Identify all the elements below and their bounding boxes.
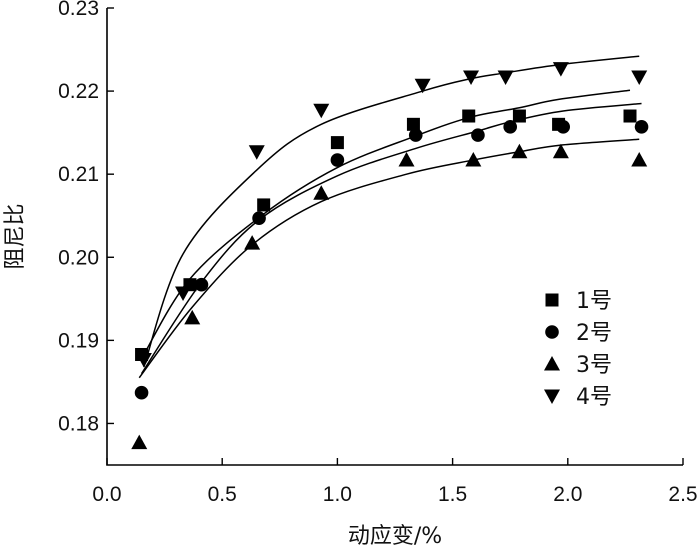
legend-label: 4号 — [576, 385, 612, 410]
y-tick-label: 0.20 — [58, 246, 99, 269]
data-markers — [131, 62, 649, 450]
data-point-series-4 — [463, 70, 480, 85]
x-tick-label: 2.5 — [668, 483, 697, 506]
data-point-series-3 — [465, 152, 482, 167]
data-point-series-4 — [175, 286, 192, 302]
data-point-series-3 — [631, 152, 648, 167]
x-tick-label: 1.0 — [323, 483, 352, 506]
y-tick-label: 0.19 — [58, 329, 99, 352]
data-point-series-1 — [406, 117, 420, 131]
data-point-series-4 — [552, 62, 569, 77]
data-point-series-2 — [134, 385, 149, 400]
data-point-series-3 — [131, 434, 148, 450]
x-tick-label: 0.5 — [208, 483, 237, 506]
y-tick-label: 0.23 — [58, 0, 99, 20]
fit-curve-series-1 — [140, 89, 631, 360]
axes: 0.0 0.5 1.0 1.5 2.0 2.5 0.18 0.19 0.20 0.21 0.22 0.… — [58, 0, 697, 506]
data-point-series-2 — [194, 277, 209, 292]
data-point-series-3 — [244, 235, 261, 250]
data-point-series-2 — [252, 211, 266, 226]
data-point-series-4 — [631, 70, 648, 85]
legend: 1号 2号 3号 4号 — [544, 289, 612, 410]
legend-label: 3号 — [576, 353, 612, 378]
fit-curve-series-4 — [143, 55, 640, 368]
y-tick-label: 0.21 — [58, 163, 99, 186]
y-tick-label: 0.22 — [58, 80, 99, 103]
x-tick-label: 0.0 — [92, 483, 121, 506]
x-tick-label: 1.5 — [438, 483, 467, 506]
data-point-series-2 — [408, 128, 423, 142]
data-point-series-4 — [414, 78, 431, 94]
data-point-series-3 — [184, 309, 201, 325]
data-point-series-2 — [556, 120, 570, 134]
fit-curve-series-3 — [138, 138, 640, 379]
legend-marker-series-3 — [544, 356, 560, 371]
x-tick-label: 2.0 — [553, 483, 582, 506]
legend-label: 2号 — [576, 321, 612, 346]
data-point-series-1 — [257, 198, 271, 212]
legend-marker-series-1 — [545, 293, 559, 307]
data-point-series-4 — [313, 103, 330, 119]
data-point-series-3 — [313, 185, 330, 200]
fit-curves — [138, 55, 642, 379]
data-point-series-1 — [462, 109, 476, 123]
data-point-series-1 — [330, 136, 344, 150]
data-point-series-2 — [471, 128, 485, 142]
data-point-series-2 — [330, 153, 345, 167]
data-point-series-2 — [634, 120, 649, 134]
data-point-series-4 — [248, 145, 265, 160]
data-point-series-4 — [497, 70, 514, 85]
data-point-series-1 — [512, 109, 526, 123]
data-point-series-3 — [552, 143, 569, 159]
data-point-series-2 — [503, 120, 517, 134]
data-point-series-3 — [511, 143, 528, 159]
fit-curve-series-2 — [140, 102, 642, 375]
x-axis-title: 动应变/% — [348, 524, 442, 549]
data-point-series-1 — [623, 109, 637, 123]
legend-label: 1号 — [576, 289, 612, 314]
legend-marker-series-4 — [544, 389, 560, 404]
legend-marker-series-2 — [545, 325, 559, 339]
data-point-series-4 — [135, 352, 152, 368]
y-tick-label: 0.18 — [58, 412, 99, 435]
y-axis-title: 阻尼比 — [3, 203, 28, 269]
data-point-series-3 — [398, 152, 415, 167]
